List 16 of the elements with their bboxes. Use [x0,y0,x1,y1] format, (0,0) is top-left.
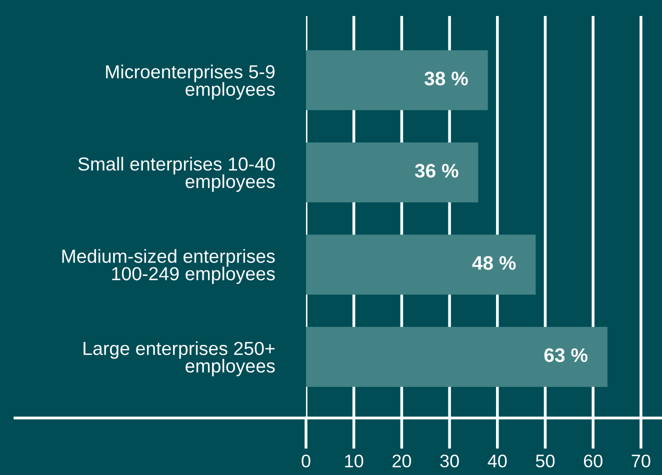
y-tick-label: Medium-sized enterprises 100-249 employees [62,249,275,284]
x-tick-label: 0 [302,454,310,468]
x-tick-label: 40 [488,454,507,468]
x-tick-label: 70 [632,454,650,468]
x-tick-label: 50 [536,454,555,468]
x-tick-label: 30 [440,454,459,468]
data-label: 38 % [424,72,468,86]
x-tick-label: 10 [345,454,364,468]
y-tick-label: Small enterprises 10-40 employees [78,156,275,192]
x-tick-label: 60 [584,454,602,468]
data-label: 63 % [544,348,588,362]
y-tick-label: Large enterprises 250+ employees [84,341,275,376]
x-tick-label: 20 [392,454,412,468]
y-tick-label: Microenterprises 5-9 employees [106,64,275,100]
data-label: 48 % [472,256,516,270]
data-label: 36 % [414,164,458,178]
